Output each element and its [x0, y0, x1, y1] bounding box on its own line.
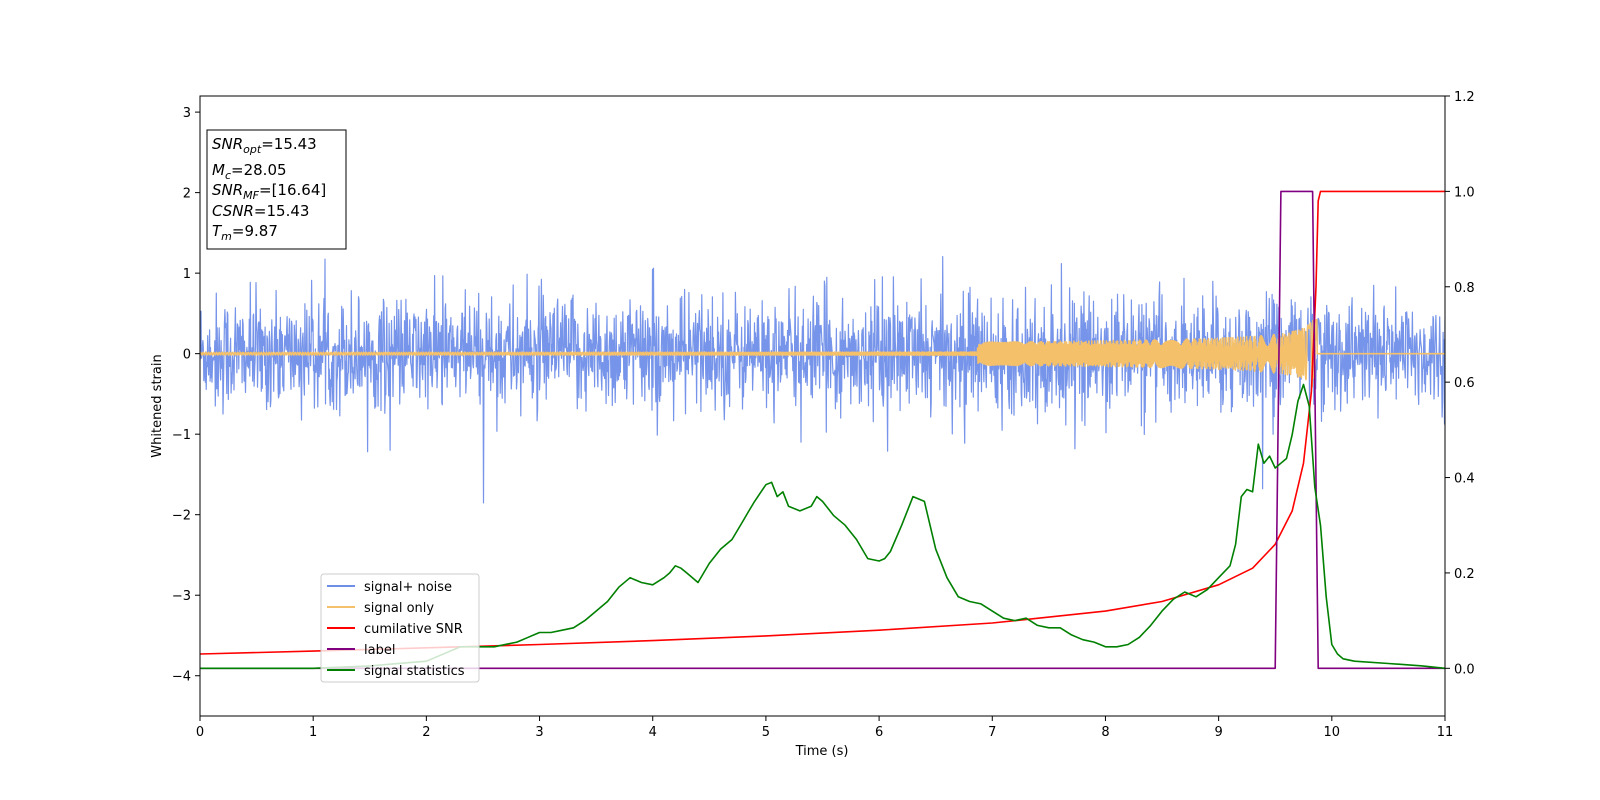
x-tick-label: 9 — [1214, 725, 1222, 740]
y-axis-right: 0.0 0.2 0.4 0.6 0.8 1.0 1.2 — [1445, 90, 1475, 677]
info-var: SNR — [212, 135, 243, 153]
y-axis-left: 3 2 1 0 −1 −2 −3 −4 — [172, 106, 200, 685]
series-line-2 — [200, 190, 1445, 655]
info-line: Mc=28.05 — [212, 161, 287, 182]
y2-tick-label: 0.0 — [1454, 662, 1475, 677]
y-tick-label: 2 — [183, 187, 191, 202]
y-tick-label: 3 — [183, 106, 191, 121]
y-tick-label: 0 — [183, 348, 191, 363]
x-tick-label: 4 — [649, 725, 657, 740]
x-axis: 0 1 2 3 4 5 6 7 8 9 10 11 — [196, 716, 1453, 740]
info-sub: MF — [243, 189, 259, 202]
series-line-1 — [200, 319, 1445, 388]
y-tick-label: −1 — [172, 428, 191, 443]
x-tick-label: 11 — [1437, 725, 1454, 740]
x-tick-label: 7 — [988, 725, 996, 740]
plot-frame — [199, 95, 1446, 717]
legend-label: cumilative SNR — [364, 622, 463, 637]
legend: signal+ noise signal only cumilative SNR la… — [320, 573, 480, 683]
x-axis-label: Time (s) — [795, 744, 849, 759]
series-line-3 — [200, 190, 1445, 670]
info-value: =28.05 — [231, 161, 287, 179]
x-tick-label: 5 — [762, 725, 770, 740]
info-sub: c — [225, 169, 231, 182]
info-sub: m — [221, 230, 232, 243]
y-tick-label: 1 — [183, 267, 191, 282]
y2-tick-label: 1.0 — [1454, 185, 1475, 200]
info-var: M — [212, 161, 225, 179]
x-tick-label: 3 — [535, 725, 543, 740]
info-value: =15.43 — [261, 135, 317, 153]
y-tick-label: −3 — [172, 589, 191, 604]
legend-label: label — [364, 643, 395, 658]
y-tick-label: −4 — [172, 670, 191, 685]
series-line-4 — [200, 383, 1445, 670]
info-value: =9.87 — [232, 222, 278, 240]
legend-frame — [320, 573, 480, 683]
info-box-frame — [206, 129, 347, 250]
y2-tick-label: 0.4 — [1454, 472, 1475, 487]
y2-tick-label: 0.2 — [1454, 567, 1475, 582]
legend-label: signal+ noise — [364, 580, 452, 595]
y2-tick-label: 0.8 — [1454, 281, 1475, 296]
y-tick-label: −2 — [172, 509, 191, 524]
info-sub: opt — [243, 143, 262, 156]
legend-label: signal only — [364, 601, 434, 616]
info-box: SNRopt=15.43Mc=28.05SNRMF=[16.64]CSNR=15… — [206, 129, 347, 250]
x-tick-label: 1 — [309, 725, 317, 740]
legend-label: signal statistics — [364, 664, 465, 679]
x-tick-label: 10 — [1324, 725, 1341, 740]
y-axis-label: Whitened strain — [150, 354, 165, 457]
series-layer — [200, 190, 1445, 670]
x-tick-label: 6 — [875, 725, 883, 740]
info-line: Tm=9.87 — [212, 222, 278, 243]
info-value: =[16.64] — [259, 181, 326, 199]
info-line: CSNR=15.43 — [212, 202, 309, 220]
info-var: CSNR — [212, 202, 254, 220]
x-tick-label: 8 — [1101, 725, 1109, 740]
info-line: SNRopt=15.43 — [212, 135, 317, 156]
x-tick-label: 0 — [196, 725, 204, 740]
x-tick-label: 2 — [422, 725, 430, 740]
info-line: SNRMF=[16.64] — [212, 181, 326, 202]
y2-tick-label: 1.2 — [1454, 90, 1475, 105]
info-value: =15.43 — [254, 202, 310, 220]
info-var: SNR — [212, 181, 243, 199]
info-var: T — [212, 222, 223, 240]
y2-tick-label: 0.6 — [1454, 376, 1475, 391]
